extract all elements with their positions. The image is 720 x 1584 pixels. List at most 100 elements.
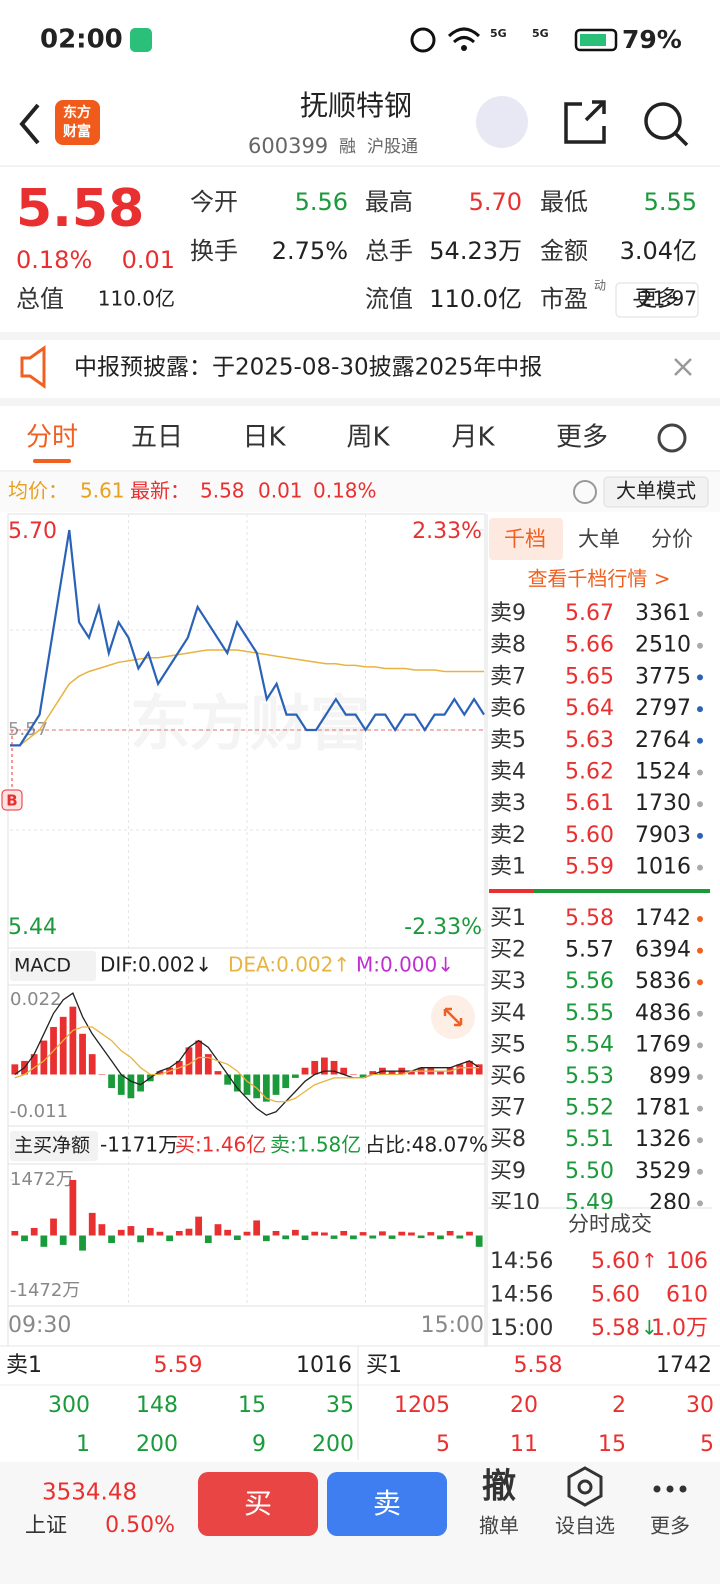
book-price: 5.65 (565, 664, 614, 689)
book-dot (697, 1168, 703, 1175)
bar (214, 1071, 222, 1075)
book-price: 5.52 (565, 1096, 614, 1121)
book-price: 5.55 (565, 1001, 614, 1026)
back-icon[interactable] (19, 103, 40, 145)
help-icon[interactable] (573, 480, 597, 504)
bar (40, 1040, 48, 1075)
bar (59, 1016, 67, 1075)
cancel-icon[interactable]: 撤 (482, 1467, 516, 1507)
mode-label[interactable]: 大单模式 (616, 479, 696, 503)
indicator-title[interactable]: 主买净额 (14, 1135, 90, 1157)
robot-icon[interactable] (476, 96, 528, 148)
cancel-label[interactable]: 撤单 (479, 1514, 519, 1538)
tab[interactable]: 更多 (556, 423, 608, 453)
book-volume: 1769 (635, 1032, 691, 1057)
buy-button[interactable] (198, 1472, 318, 1536)
last-price: 5.58 (16, 179, 144, 239)
book-volume: 1730 (635, 791, 691, 816)
mode-button[interactable] (603, 476, 709, 508)
book-label: 卖4 (490, 760, 526, 785)
active-tab-bg (489, 518, 563, 560)
index-value: 3534.48 (42, 1480, 137, 1506)
tab[interactable]: 月K (451, 423, 495, 453)
field-label: 总手 (365, 237, 413, 265)
sell-button[interactable] (327, 1472, 447, 1536)
book-label: 买6 (490, 1064, 526, 1089)
bar (253, 1220, 261, 1236)
bar (69, 1180, 77, 1236)
queue-order: 9 (252, 1432, 266, 1457)
more-label[interactable]: 更多 (650, 1514, 690, 1538)
queue-price: 5.59 (154, 1353, 203, 1378)
bar (350, 1235, 357, 1240)
bar (350, 1074, 357, 1076)
tab[interactable]: 分时 (26, 423, 78, 453)
bar (475, 1235, 483, 1247)
status-time: 02:00 (40, 25, 123, 55)
queue-order: 300 (48, 1393, 90, 1418)
bar (456, 1235, 464, 1239)
tab-underline (33, 459, 71, 463)
book-price: 5.56 (565, 969, 614, 994)
tab[interactable]: 日K (242, 423, 286, 453)
queue-order: 2 (612, 1393, 626, 1418)
bar (88, 1054, 96, 1075)
bar (330, 1235, 338, 1239)
more-button-label[interactable]: 更多 (635, 287, 679, 312)
bar (175, 1230, 183, 1236)
book-dot (697, 737, 703, 744)
decor (0, 27, 720, 1584)
close-icon[interactable] (674, 358, 692, 376)
tag: 融 (339, 137, 356, 157)
tab[interactable]: 五日 (131, 423, 183, 453)
field-label: 最高 (365, 188, 413, 216)
book-label: 卖7 (490, 664, 526, 689)
bar (340, 1067, 348, 1075)
queue-order: 200 (136, 1432, 178, 1457)
book-label: 卖5 (490, 728, 526, 753)
queue-order: 5 (436, 1432, 450, 1457)
book-link[interactable]: 查看千档行情 > (527, 567, 670, 591)
more-button[interactable] (615, 282, 699, 318)
book-volume: 899 (649, 1064, 691, 1089)
bar (311, 1060, 319, 1075)
bar (88, 1212, 96, 1236)
queue-volume: 1742 (656, 1353, 712, 1378)
indicator-select[interactable] (10, 1131, 98, 1161)
bar (98, 1074, 106, 1076)
watch-label[interactable]: 设自选 (555, 1514, 615, 1538)
book-tab[interactable]: 大单 (578, 527, 620, 551)
trades-title[interactable]: 分时成交 (568, 1212, 652, 1236)
book-price: 5.51 (565, 1127, 614, 1152)
bar (146, 1227, 154, 1236)
indicator-select[interactable] (10, 951, 96, 981)
field-value: 110.0亿 (429, 285, 522, 313)
bar (21, 1235, 28, 1242)
tab[interactable]: 周K (346, 423, 390, 453)
bar (437, 1071, 444, 1075)
indicator-value: 卖:1.58亿 (270, 1133, 361, 1157)
indicator-value: -1171万 (100, 1133, 178, 1157)
indicator-title[interactable]: MACD (14, 955, 71, 977)
book-volume: 3361 (635, 601, 691, 626)
bar (262, 1235, 270, 1242)
indicator-value: M:0.000↓ (356, 953, 454, 977)
book-dot (697, 1010, 703, 1017)
indicator-value: 占比:48.07% (365, 1133, 488, 1157)
settings-icon[interactable] (657, 423, 687, 453)
more-icon[interactable] (653, 1485, 661, 1493)
book-price: 5.66 (565, 633, 614, 658)
buy-button-label[interactable]: 买 (244, 1487, 272, 1520)
book-tab[interactable]: 分价 (651, 527, 693, 551)
bar (224, 1229, 232, 1236)
search-icon[interactable] (644, 102, 682, 140)
share-icon[interactable] (564, 100, 606, 144)
field-value: 5.56 (295, 188, 348, 216)
field-value: 5.55 (644, 188, 697, 216)
field-label: 最低 (540, 188, 588, 216)
book-volume: 1016 (635, 855, 691, 880)
sell-button-label[interactable]: 卖 (373, 1487, 401, 1520)
watch-icon[interactable] (567, 1466, 603, 1507)
info-bar (0, 472, 720, 512)
book-tab[interactable]: 千档 (504, 527, 546, 551)
